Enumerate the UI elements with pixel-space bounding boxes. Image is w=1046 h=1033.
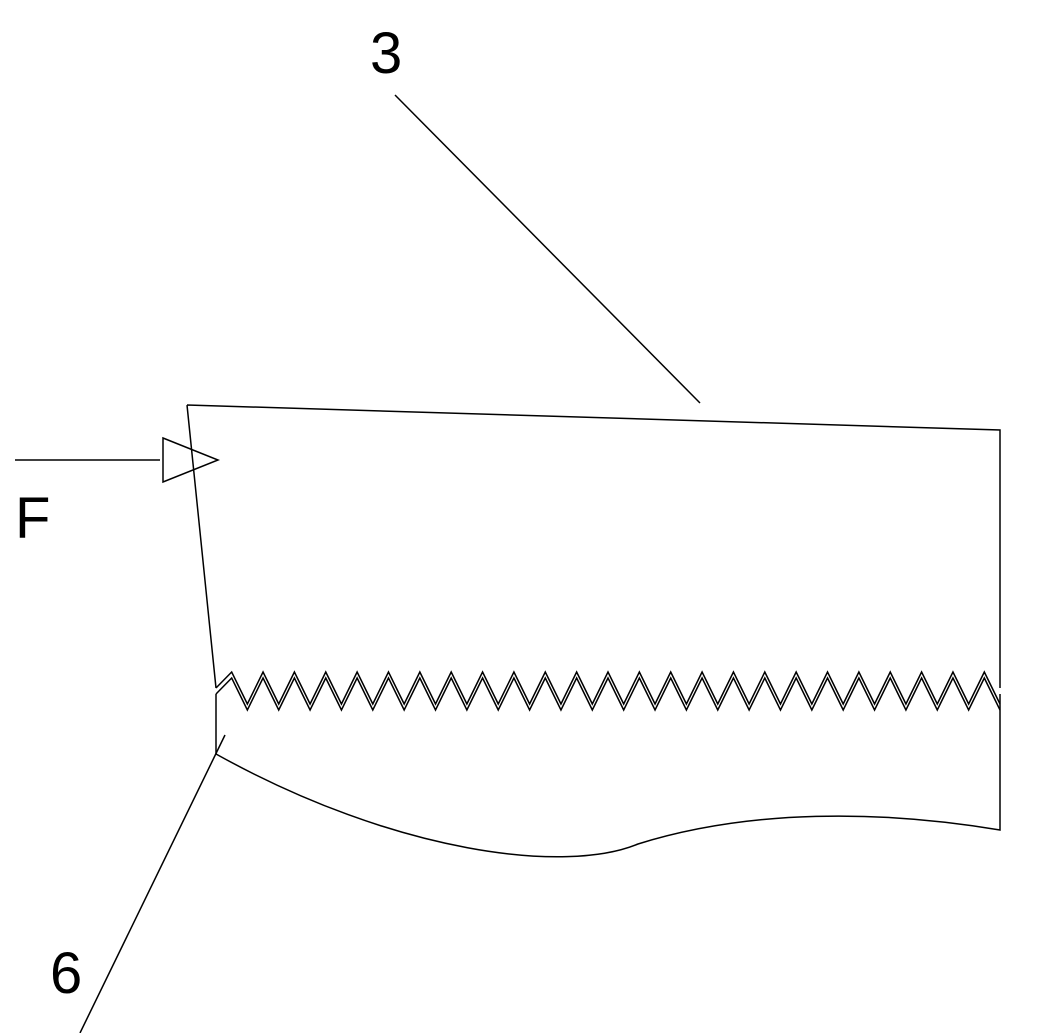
technical-diagram: 3 F 6	[0, 0, 1046, 1033]
leader-line-3	[395, 95, 700, 403]
label-f: F	[15, 485, 50, 552]
leader-line-6	[80, 735, 225, 1033]
label-6: 6	[50, 940, 82, 1007]
label-3: 3	[370, 20, 402, 87]
part-3-outline	[187, 405, 1000, 688]
part-6-outline	[216, 694, 1000, 857]
diagram-svg	[0, 0, 1046, 1033]
zigzag-interface	[216, 672, 1000, 710]
